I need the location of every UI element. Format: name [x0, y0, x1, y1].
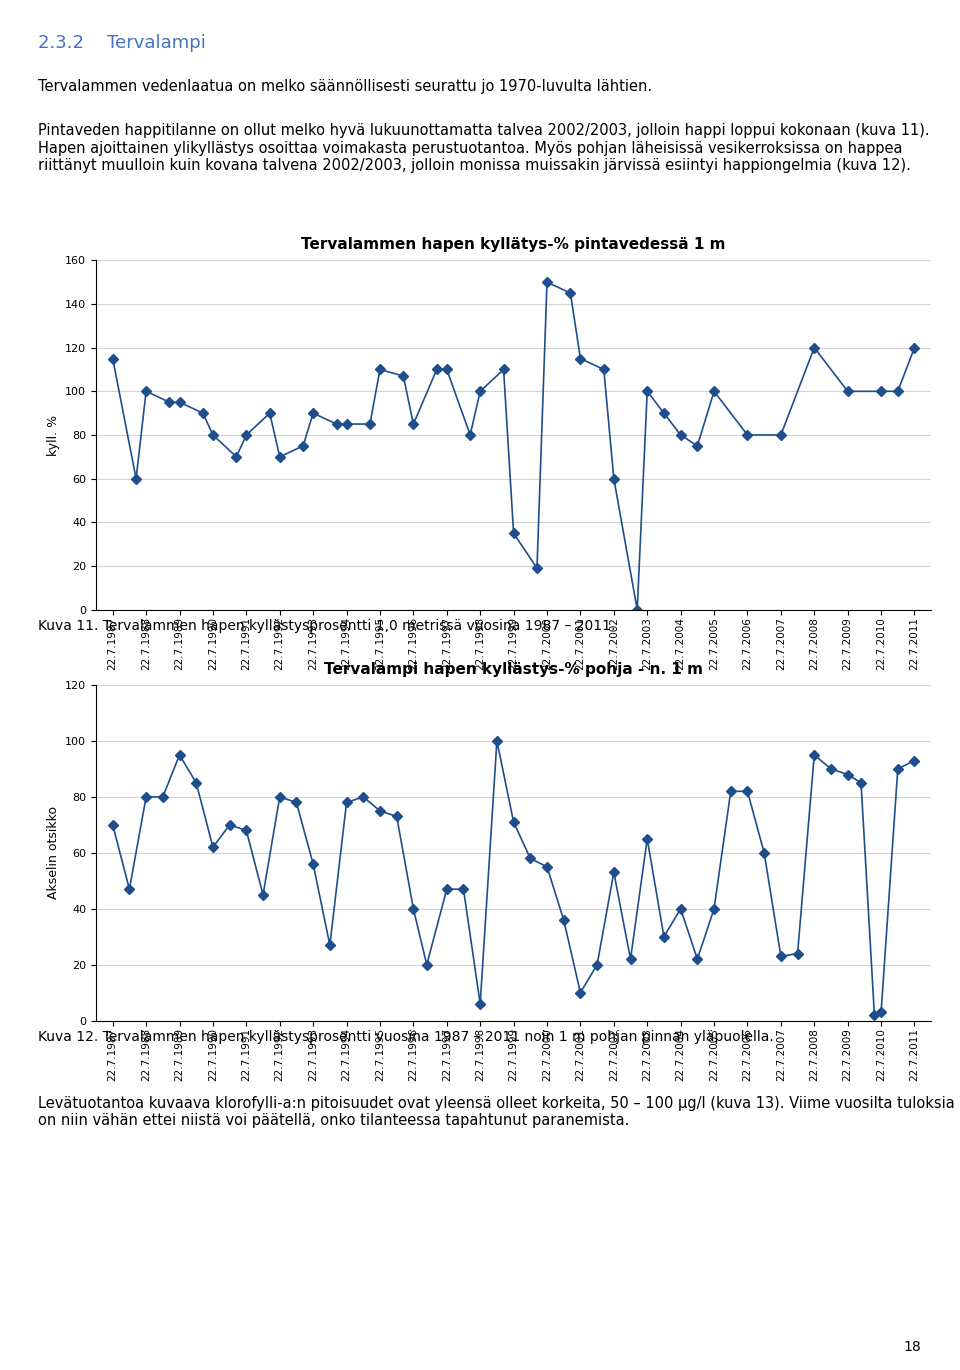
Text: 2.3.2    Tervalampi: 2.3.2 Tervalampi — [38, 34, 206, 52]
Y-axis label: Akselin otsikko: Akselin otsikko — [47, 807, 60, 899]
Y-axis label: kyll. %: kyll. % — [47, 414, 60, 456]
Text: Pintaveden happitilanne on ollut melko hyvä lukuunottamatta talvea 2002/2003, jo: Pintaveden happitilanne on ollut melko h… — [38, 123, 930, 173]
Title: Tervalampi hapen kyllästys-% pohja - n. 1 m: Tervalampi hapen kyllästys-% pohja - n. … — [324, 662, 703, 677]
Text: Kuva 11. Tervalammen hapen kyllästysprosentti 1,0 metrissä vuosina 1987 – 2011.: Kuva 11. Tervalammen hapen kyllästyspros… — [38, 619, 615, 633]
Text: Levätuotantoa kuvaava klorofylli-a:n pitoisuudet ovat yleensä olleet korkeita, 5: Levätuotantoa kuvaava klorofylli-a:n pit… — [38, 1096, 955, 1129]
Title: Tervalammen hapen kyllätys-% pintavedessä 1 m: Tervalammen hapen kyllätys-% pintavedess… — [301, 237, 726, 252]
Text: 18: 18 — [904, 1340, 922, 1354]
Text: Kuva 12. Tervalammen hapen kyllästysprosentti vuosina 1987 – 2011 noin 1 m pohja: Kuva 12. Tervalammen hapen kyllästyspros… — [38, 1030, 774, 1044]
Text: Tervalammen vedenlaatua on melko säännöllisesti seurattu jo 1970-luvulta lähtien: Tervalammen vedenlaatua on melko säännöl… — [38, 79, 653, 95]
